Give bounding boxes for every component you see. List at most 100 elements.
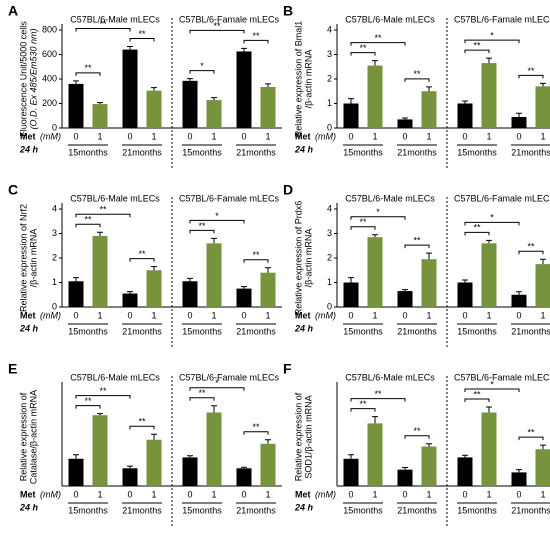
bar — [457, 282, 473, 307]
significance-bracket — [129, 425, 155, 430]
dose-label: 1 — [265, 131, 270, 141]
group-title: C57BL/6-Male mLECs — [345, 193, 435, 203]
dose-label: 0 — [462, 310, 467, 320]
significance-label: ** — [374, 389, 382, 399]
dose-label: 0 — [462, 489, 467, 499]
significance-bracket — [189, 29, 245, 34]
y-tick-label: 200 — [42, 98, 57, 108]
y-axis-label: Relative expression of Prdx6 — [293, 201, 303, 316]
error-bar — [127, 46, 133, 50]
dose-label: 0 — [516, 489, 521, 499]
period-label: 15months — [182, 147, 222, 157]
bar — [68, 281, 84, 307]
y-tick-label: 1 — [327, 277, 332, 287]
dose-label: 0 — [73, 131, 78, 141]
significance-bracket — [350, 408, 376, 412]
y-axis-label: Relative expression of — [18, 392, 28, 481]
dose-label: 1 — [486, 131, 491, 141]
significance-label: ** — [527, 242, 535, 252]
error-bar — [540, 258, 546, 265]
dose-label: 1 — [97, 310, 102, 320]
significance-bracket — [464, 221, 520, 226]
error-bar — [348, 277, 354, 283]
bar — [397, 469, 413, 486]
bar — [421, 91, 437, 128]
error-bar — [486, 406, 492, 413]
bar — [511, 472, 527, 486]
dose-label: 1 — [540, 131, 545, 141]
y-tick-label: 800 — [42, 24, 57, 34]
dose-label: 0 — [127, 310, 132, 320]
bar — [236, 468, 252, 486]
bar — [260, 86, 276, 128]
bar — [260, 272, 276, 307]
dose-label: 1 — [540, 310, 545, 320]
significance-label: * — [490, 213, 494, 223]
error-bar — [516, 291, 522, 295]
group-title: C57BL/6-Male mLECs — [345, 14, 435, 24]
significance-label: ** — [99, 19, 107, 29]
bar — [535, 86, 550, 128]
bar — [457, 457, 473, 486]
panel-letter: A — [8, 3, 18, 19]
panel: F Relative expression of SOD1/β-actin mRNA… — [283, 361, 550, 528]
significance-bracket — [404, 244, 430, 249]
significance-bracket — [464, 49, 490, 54]
bar — [206, 412, 222, 486]
significance-label: ** — [99, 386, 107, 396]
y-axis-label: /β-actin mRNA — [303, 229, 313, 288]
dose-label: 1 — [372, 131, 377, 141]
significance-label: ** — [84, 63, 92, 73]
bar — [92, 104, 108, 128]
bar — [511, 116, 527, 128]
significance-bracket — [404, 435, 430, 439]
bar — [236, 288, 252, 307]
y-tick-label: 4 — [52, 203, 57, 213]
panel-letter: B — [283, 3, 293, 19]
error-bar — [151, 266, 157, 271]
unit-label: (mM) — [40, 310, 61, 320]
panel: E Relative expression of Catalase/β-actin … — [8, 361, 282, 528]
bar — [481, 243, 497, 307]
period-label: 15months — [182, 505, 222, 515]
panel-letter: D — [283, 182, 293, 198]
significance-bracket — [75, 28, 131, 32]
significance-bracket — [75, 405, 101, 409]
error-bar — [97, 102, 103, 105]
period-label: 21months — [397, 326, 437, 336]
error-bar — [265, 439, 271, 444]
unit-label: (mM) — [315, 310, 336, 320]
error-bar — [73, 277, 79, 282]
dose-label: 1 — [265, 489, 270, 499]
significance-label: ** — [252, 31, 260, 41]
period-label: 15months — [457, 147, 497, 157]
dose-label: 0 — [348, 310, 353, 320]
bar — [481, 63, 497, 129]
significance-bracket — [189, 219, 245, 224]
bar — [421, 259, 437, 307]
period-label: 15months — [68, 505, 108, 515]
error-bar — [462, 454, 468, 458]
error-bar — [462, 279, 468, 283]
treatment-label: Met — [295, 131, 311, 141]
bar — [367, 423, 383, 486]
treatment-label: Met — [295, 310, 311, 320]
dose-label: 0 — [127, 489, 132, 499]
bar — [367, 65, 383, 128]
error-bar — [372, 416, 378, 424]
significance-label: ** — [138, 249, 146, 259]
significance-bracket — [75, 213, 131, 218]
dose-label: 1 — [265, 310, 270, 320]
dose-label: 0 — [348, 489, 353, 499]
significance-bracket — [464, 388, 520, 393]
y-tick-label: 1 — [327, 98, 332, 108]
period-label: 15months — [457, 505, 497, 515]
bar — [206, 243, 222, 307]
significance-bracket — [243, 431, 269, 435]
significance-bracket — [243, 39, 269, 44]
dose-label: 1 — [151, 489, 156, 499]
significance-label: ** — [252, 250, 260, 260]
significance-label: ** — [84, 215, 92, 225]
